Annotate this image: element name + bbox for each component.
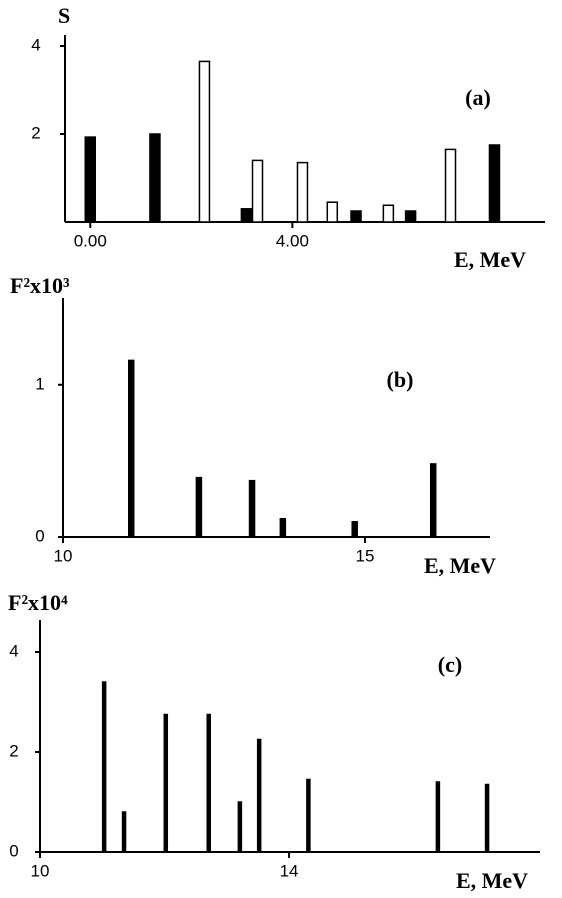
bar [198, 60, 211, 223]
bar [326, 201, 339, 223]
bar [149, 133, 161, 223]
bar [237, 801, 243, 853]
bar [429, 463, 437, 538]
bar [404, 210, 417, 223]
x-tick-label: 4.00 [276, 231, 309, 250]
bar [248, 479, 256, 538]
bar [279, 517, 287, 538]
bar [351, 521, 358, 538]
x-tick-label: 10 [54, 546, 73, 565]
bar [251, 159, 264, 223]
bar [306, 778, 311, 853]
bar [163, 713, 169, 853]
y-tick-label: 0 [35, 526, 44, 545]
bar [488, 144, 501, 223]
bar [350, 210, 362, 223]
bar [382, 204, 395, 223]
x-tick-label: 15 [356, 546, 375, 565]
y-axis-label: F²x10³ [10, 273, 70, 298]
x-tick-label: 0.00 [74, 231, 107, 250]
bar [435, 781, 441, 853]
bar [296, 161, 309, 223]
y-tick-label: 2 [9, 741, 18, 760]
bar [256, 738, 262, 853]
x-axis-label: E, MeV [424, 553, 496, 578]
bar [121, 811, 127, 853]
bar [101, 681, 107, 853]
bar [240, 208, 253, 223]
bar [444, 148, 457, 223]
y-tick-label: 1 [35, 374, 44, 393]
x-axis-label: E, MeV [454, 247, 526, 272]
x-tick-label: 10 [31, 861, 50, 880]
panel-label: (b) [387, 367, 414, 392]
bar [84, 136, 97, 223]
panel-label: (c) [438, 652, 462, 677]
y-tick-label: 2 [31, 123, 40, 142]
x-axis-label: E, MeV [456, 868, 528, 893]
bar [484, 783, 490, 853]
x-tick-label: 14 [280, 861, 299, 880]
y-axis-label: F²x10⁴ [8, 590, 68, 615]
y-tick-label: 0 [9, 841, 18, 860]
bar [206, 713, 211, 853]
y-axis-label: S [58, 3, 70, 28]
bar [127, 359, 135, 538]
bar [195, 476, 203, 538]
y-tick-label: 4 [31, 35, 40, 54]
y-tick-label: 4 [9, 641, 18, 660]
panel-label: (a) [465, 85, 491, 110]
